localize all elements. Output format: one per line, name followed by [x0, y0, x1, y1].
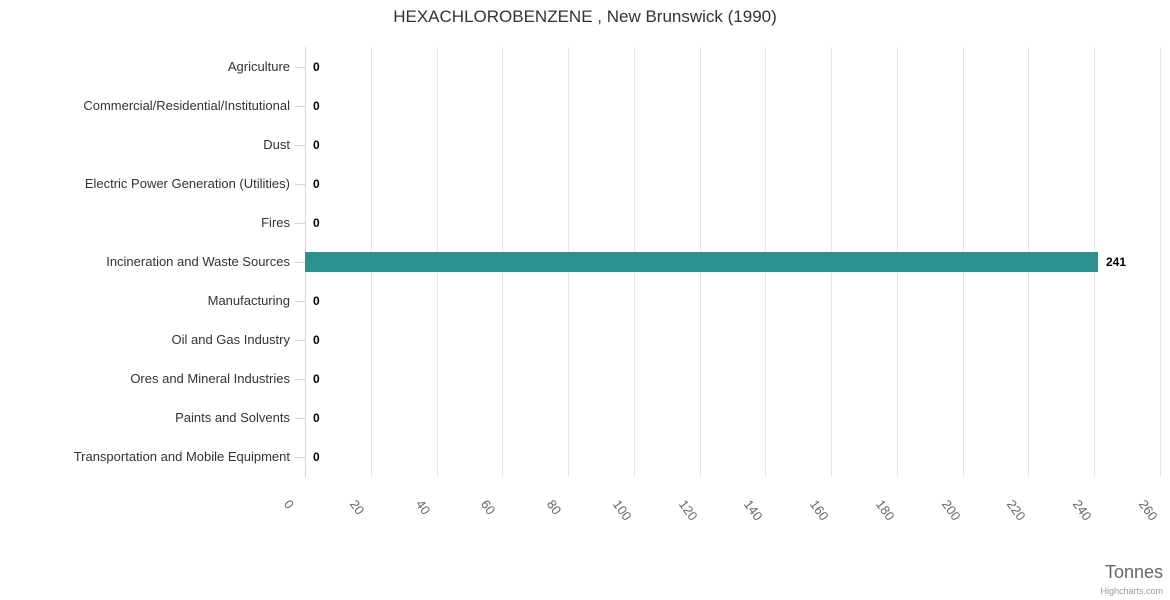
- bar-data-label: 0: [313, 138, 320, 152]
- bar-data-label: 0: [313, 450, 320, 464]
- bar-data-label: 0: [313, 177, 320, 191]
- category-axis-tick: [295, 223, 305, 224]
- category-label: Ores and Mineral Industries: [130, 371, 290, 386]
- category-label: Transportation and Mobile Equipment: [73, 449, 290, 464]
- gridline: [1160, 47, 1161, 477]
- value-axis-tick-label: 180: [872, 497, 898, 524]
- value-axis-tick-label: 260: [1135, 497, 1161, 524]
- category-label: Paints and Solvents: [175, 410, 290, 425]
- category-axis-tick: [295, 184, 305, 185]
- bar-data-label: 0: [313, 411, 320, 425]
- category-label: Dust: [263, 137, 290, 152]
- category-axis-tick: [295, 457, 305, 458]
- chart-title: HEXACHLOROBENZENE , New Brunswick (1990): [393, 7, 777, 26]
- category-axis-tick: [295, 106, 305, 107]
- bar-data-label: 0: [313, 60, 320, 74]
- bar-data-label: 0: [313, 216, 320, 230]
- value-axis-tick-label: 20: [346, 497, 368, 518]
- category-label: Incineration and Waste Sources: [106, 254, 290, 269]
- highcharts-credit-link[interactable]: Highcharts.com: [1100, 586, 1163, 596]
- value-axis-tick-label: 80: [543, 497, 565, 518]
- category-label: Electric Power Generation (Utilities): [84, 176, 290, 191]
- value-axis-tick-label: 200: [938, 497, 964, 524]
- value-axis-tick-label: 60: [478, 497, 499, 518]
- value-axis-tick-label: 140: [741, 497, 767, 524]
- bar[interactable]: [305, 252, 1098, 272]
- category-axis-tick: [295, 379, 305, 380]
- category-label: Fires: [261, 215, 290, 230]
- bar-data-label: 0: [313, 99, 320, 113]
- category-axis-tick: [295, 262, 305, 263]
- value-axis-tick-label: 40: [412, 497, 434, 518]
- value-axis-tick-label: 100: [609, 497, 635, 524]
- value-axis-tick-label: 0: [280, 497, 298, 512]
- category-label: Manufacturing: [207, 293, 290, 308]
- category-axis-tick: [295, 418, 305, 419]
- value-axis-tick-label: 220: [1004, 497, 1030, 524]
- category-label: Agriculture: [227, 59, 290, 74]
- bar-data-label: 0: [313, 372, 320, 386]
- category-axis-tick: [295, 340, 305, 341]
- bar-data-label: 0: [313, 294, 320, 308]
- value-axis-tick-label: 240: [1070, 497, 1095, 524]
- category-axis-tick: [295, 301, 305, 302]
- category-label: Commercial/Residential/Institutional: [83, 98, 290, 113]
- value-axis-tick-label: 160: [807, 497, 832, 524]
- category-axis-tick: [295, 67, 305, 68]
- value-axis-title: Tonnes: [1104, 562, 1163, 582]
- bar-data-label: 241: [1106, 255, 1127, 269]
- bar-data-label: 0: [313, 333, 320, 347]
- value-axis-tick-label: 120: [675, 497, 701, 524]
- category-label: Oil and Gas Industry: [171, 332, 291, 347]
- category-axis-tick: [295, 145, 305, 146]
